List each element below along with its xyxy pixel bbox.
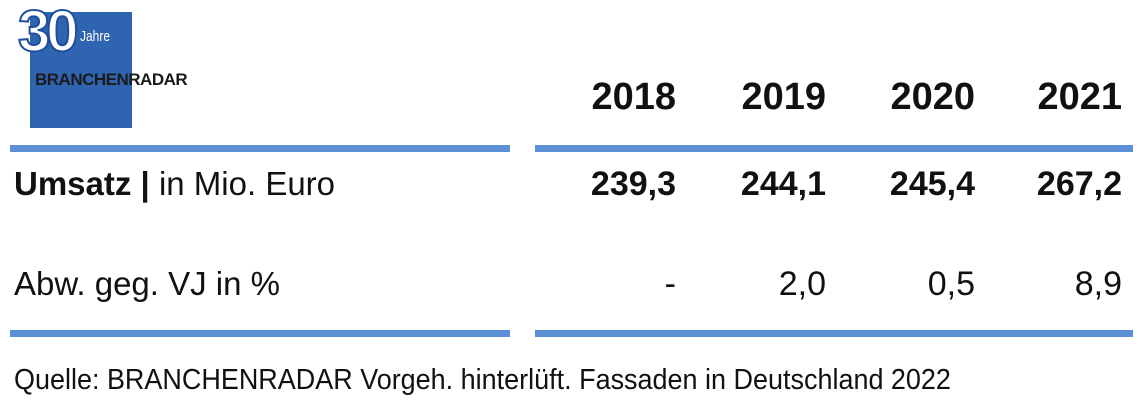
column-header: 2019 xyxy=(741,76,826,118)
column-header: 2018 xyxy=(591,76,676,118)
row-unit: in Mio. Euro xyxy=(158,165,336,202)
source: Quelle: BRANCHENRADAR Vorgeh. hinterlüft… xyxy=(14,364,951,396)
row-label: Umsatz | in Mio. Euro xyxy=(14,165,335,203)
table-cell: 0,5 xyxy=(927,265,975,303)
table-cell: - xyxy=(664,265,676,303)
logo-caption: Jahre xyxy=(80,28,111,45)
column-header: 2021 xyxy=(1037,76,1122,118)
column-header: 2020 xyxy=(890,76,975,118)
logo-number: 30 xyxy=(17,0,79,64)
row-title: Umsatz | xyxy=(14,165,150,202)
logo-box xyxy=(30,12,132,128)
rule xyxy=(10,330,510,337)
table-cell: 245,4 xyxy=(889,165,975,203)
table-cell: 239,3 xyxy=(590,165,676,203)
table-cell: 267,2 xyxy=(1036,165,1122,203)
rule xyxy=(535,330,1133,337)
row-label: Abw. geg. VJ in % xyxy=(14,265,280,302)
rule xyxy=(535,145,1133,152)
table-cell: 2,0 xyxy=(778,265,826,303)
logo-brand: BRANCHENRADAR xyxy=(35,70,188,89)
table-cell: 244,1 xyxy=(740,165,826,203)
table-cell: 8,9 xyxy=(1074,265,1122,303)
rule xyxy=(10,145,510,152)
